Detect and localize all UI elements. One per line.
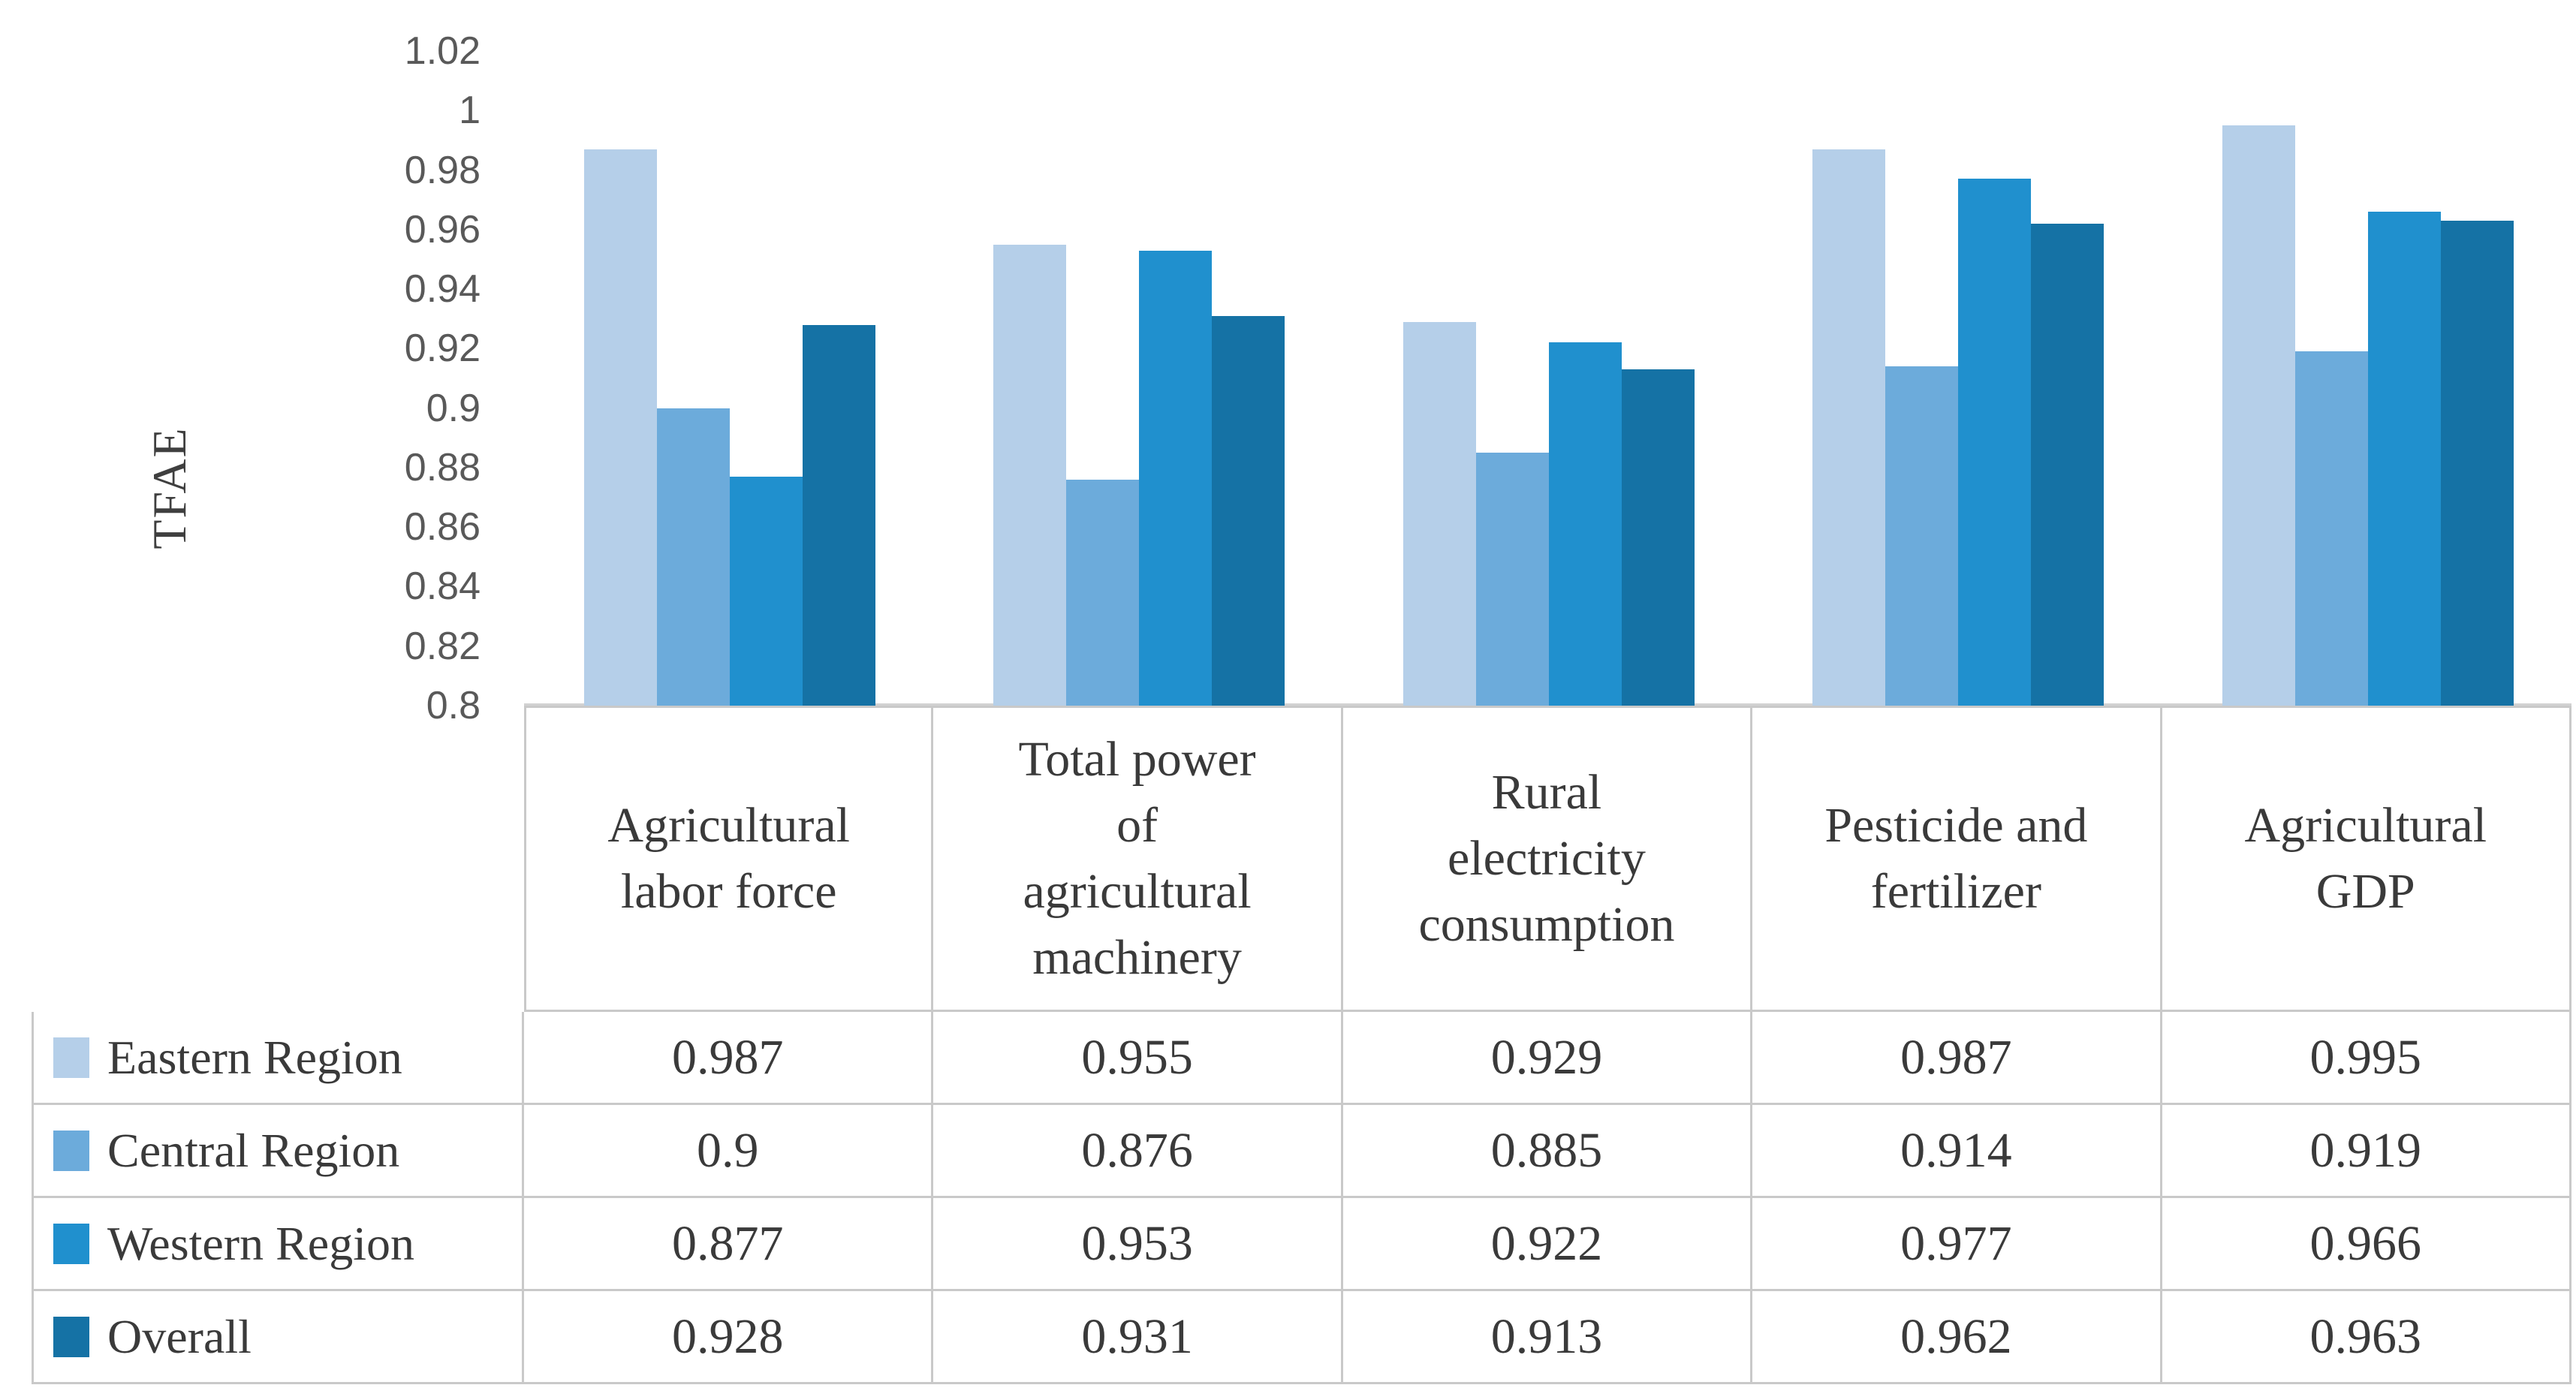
y-tick-label: 0.96	[404, 207, 481, 251]
y-tick-label: 0.84	[404, 565, 481, 609]
y-tick-label: 0.88	[404, 445, 481, 489]
table-value-cell: 0.929	[1342, 1012, 1753, 1105]
bar-central-region	[657, 408, 730, 706]
column-header: Total power of agricultural machinery	[933, 706, 1343, 1012]
table-value-cell: 0.913	[1342, 1291, 1753, 1384]
bar-overall	[2441, 221, 2514, 706]
bar-eastern-region	[584, 149, 657, 706]
legend-label: Central Region	[107, 1123, 400, 1177]
y-tick-label: 1	[459, 89, 481, 133]
table-value-cell: 0.928	[524, 1291, 934, 1384]
table-value-cell: 0.919	[2162, 1105, 2571, 1198]
table-value-cell: 0.963	[2162, 1291, 2571, 1384]
table-value-cell: 0.987	[524, 1012, 934, 1105]
bar-western-region	[1958, 179, 2031, 706]
bar-western-region	[2368, 212, 2441, 706]
column-header: Rural electricity consumption	[1342, 706, 1753, 1012]
legend-label: Overall	[107, 1309, 252, 1363]
table-corner-spacer	[32, 706, 524, 1012]
y-tick-label: 0.92	[404, 327, 481, 371]
y-tick-label: 0.8	[426, 684, 481, 727]
legend-swatch-icon	[53, 1316, 89, 1357]
bar-eastern-region	[1812, 149, 1885, 706]
bar-overall	[1212, 316, 1285, 706]
bar-central-region	[2295, 351, 2368, 706]
table-value-cell: 0.885	[1342, 1105, 1753, 1198]
bar-western-region	[730, 477, 803, 706]
bar-central-region	[1066, 480, 1139, 706]
legend-cell-eastern-region: Eastern Region	[32, 1012, 524, 1105]
y-tick-label: 0.82	[404, 624, 481, 668]
table-value-cell: 0.962	[1752, 1291, 2162, 1384]
bar-eastern-region	[2222, 125, 2295, 706]
legend-swatch-icon	[53, 1130, 89, 1171]
column-header: Agricultural GDP	[2162, 706, 2571, 1012]
y-tick-label: 0.94	[404, 267, 481, 312]
legend-swatch-icon	[53, 1037, 89, 1078]
legend-cell-overall: Overall	[32, 1291, 524, 1384]
table-value-cell: 0.953	[933, 1198, 1343, 1291]
y-tick-label: 0.9	[426, 386, 481, 430]
bar-western-region	[1139, 251, 1212, 706]
bar-overall	[1622, 369, 1695, 706]
bar-overall	[803, 325, 875, 706]
bar-central-region	[1476, 453, 1549, 706]
table-value-cell: 0.977	[1752, 1198, 2162, 1291]
bar-eastern-region	[993, 245, 1066, 706]
table-value-cell: 0.914	[1752, 1105, 2162, 1198]
legend-label: Western Region	[107, 1216, 414, 1270]
bar-eastern-region	[1403, 322, 1476, 706]
y-tick-label: 1.02	[404, 29, 481, 73]
column-header: Pesticide and fertilizer	[1752, 706, 2162, 1012]
table-value-cell: 0.987	[1752, 1012, 2162, 1105]
legend-cell-central-region: Central Region	[32, 1105, 524, 1198]
y-tick-label: 0.98	[404, 148, 481, 192]
table-value-cell: 0.966	[2162, 1198, 2571, 1291]
table-value-cell: 0.877	[524, 1198, 934, 1291]
legend-cell-western-region: Western Region	[32, 1198, 524, 1291]
column-header: Agricultural labor force	[524, 706, 934, 1012]
y-axis-title: TFAE	[143, 426, 196, 549]
table-value-cell: 0.955	[933, 1012, 1343, 1105]
table-value-cell: 0.931	[933, 1291, 1343, 1384]
data-table: Agricultural labor force Total power of a…	[32, 706, 2571, 1384]
table-value-cell: 0.876	[933, 1105, 1343, 1198]
y-tick-label: 0.86	[404, 505, 481, 549]
table-value-cell: 0.922	[1342, 1198, 1753, 1291]
legend-label: Eastern Region	[107, 1030, 402, 1084]
bar-overall	[2031, 224, 2104, 706]
table-value-cell: 0.995	[2162, 1012, 2571, 1105]
legend-swatch-icon	[53, 1223, 89, 1264]
table-value-cell: 0.9	[524, 1105, 934, 1198]
bar-western-region	[1549, 342, 1622, 706]
bar-central-region	[1885, 366, 1958, 706]
